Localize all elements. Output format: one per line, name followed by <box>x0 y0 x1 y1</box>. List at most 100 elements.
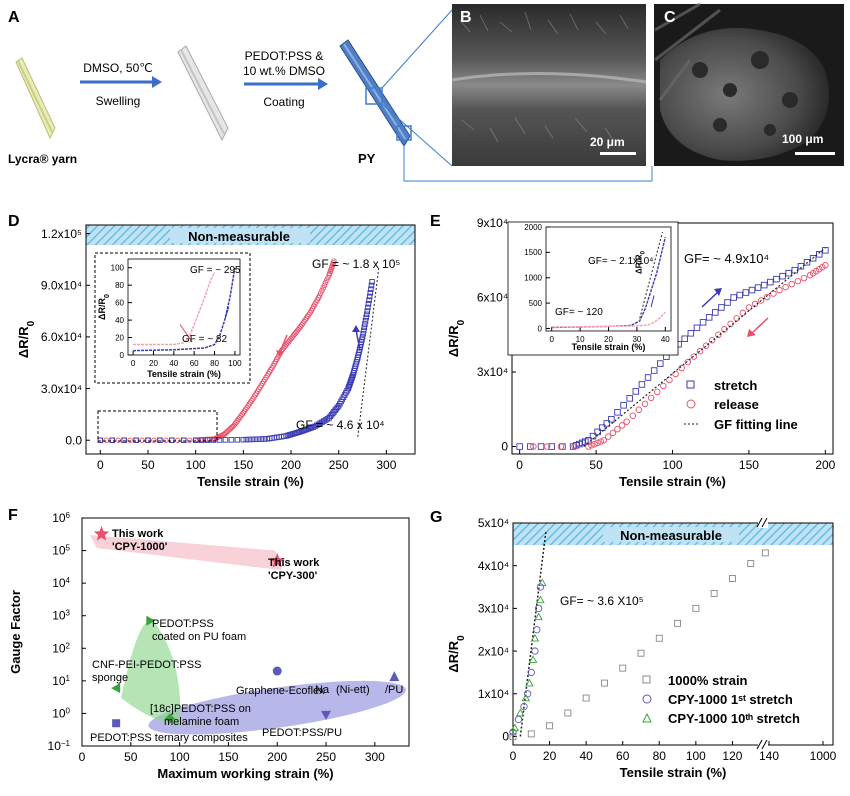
stretch-point <box>240 436 247 443</box>
release-point <box>647 394 655 402</box>
x-tick-label: 100 <box>662 458 682 472</box>
release-point <box>770 290 777 297</box>
release-point <box>121 437 127 443</box>
step1-process: Swelling <box>96 94 141 108</box>
strain-1000-point <box>728 575 736 582</box>
stretch-point <box>603 420 611 427</box>
y-axis-title-sub: 0 <box>456 319 467 325</box>
release-point <box>800 274 808 282</box>
tenth-stretch-point <box>537 578 547 587</box>
panel-c-label: C <box>664 9 676 26</box>
release-point <box>321 282 328 289</box>
release-point <box>151 437 157 443</box>
release-point <box>609 429 617 437</box>
x-tick-label: 50 <box>589 458 603 472</box>
x-tick-label: 30 <box>632 335 641 344</box>
panel-d-inset: 0 20 40 60 80 100 0 20 40 60 80 100 Tensile strain (… <box>94 252 251 384</box>
stretch-point <box>292 430 298 436</box>
triangle-marker <box>389 671 400 682</box>
x-tick-label: 100 <box>686 749 706 763</box>
y-tick-label: 1000 <box>524 274 542 283</box>
release-point <box>180 437 187 443</box>
y-tick-exponent: 2 <box>66 641 71 650</box>
legend-first-label: CPY-1000 1ˢᵗ stretch <box>668 692 793 707</box>
label-cpy300-a: This work <box>268 557 320 569</box>
stretch-point <box>360 327 367 334</box>
release-point <box>318 290 324 296</box>
y-tick-label: 100 <box>52 706 70 721</box>
stretch-point <box>620 402 627 409</box>
y-tick-exponent: 4 <box>66 576 71 585</box>
legend-tenth-marker <box>642 712 652 723</box>
zoom-box-b <box>365 87 383 105</box>
release-point <box>115 437 121 443</box>
release-point <box>127 437 133 443</box>
inset-x-axis-title: Tensile strain (%) <box>147 369 221 379</box>
stretch-point <box>809 255 817 262</box>
x-tick-label: 200 <box>281 458 301 472</box>
stretch-point <box>364 308 371 314</box>
stretch-point <box>614 409 621 416</box>
legend-fit-label: GF fitting line <box>714 417 798 432</box>
first-stretch-point <box>514 715 523 724</box>
strain-1000-point <box>637 649 645 657</box>
cpy-region <box>89 535 283 571</box>
panel-g-banner-label-bg <box>603 527 739 542</box>
release-point <box>605 433 612 440</box>
release-point <box>186 437 193 443</box>
lycra-yarn-label: Lycra® yarn <box>8 152 77 166</box>
y-tick-label: 2000 <box>524 223 542 232</box>
legend-tenth-label: CPY-1000 10ᵗʰ stretch <box>668 711 800 726</box>
stretch-point <box>109 437 115 443</box>
label-graphene: Graphene-Ecoflex <box>236 685 325 697</box>
release-point <box>660 382 667 390</box>
y-tick-label: 5x10⁴ <box>478 516 509 530</box>
release-point <box>618 422 626 429</box>
stretch-inset-curve <box>133 267 236 352</box>
y-tick-label: 9x10⁴ <box>477 216 508 230</box>
x-tick-label: 40 <box>169 359 178 368</box>
legend-1000-label: 1000% strain <box>668 673 748 688</box>
stretch-point <box>363 314 369 321</box>
stretch-point <box>608 415 615 423</box>
y-tick-label: 0.0 <box>65 433 82 447</box>
stretch-point <box>297 428 304 435</box>
y-tick-exponent: −1 <box>61 739 71 748</box>
release-point <box>635 406 643 414</box>
stretch-point <box>760 281 768 289</box>
step1-condition: DMSO, 50℃ <box>83 61 153 75</box>
tenth-stretch-point <box>530 633 540 642</box>
release-point <box>157 437 163 443</box>
y-tick-label: 0 <box>502 730 509 744</box>
first-stretch-point <box>531 647 539 655</box>
stretch-point <box>626 395 633 402</box>
inset-fit-line <box>639 231 663 319</box>
x-tick-label: 50 <box>141 458 155 472</box>
y-tick-exponent: 1 <box>66 673 71 682</box>
step2-material: PEDOT:PSS & <box>245 49 324 63</box>
x-tick-label: 80 <box>210 359 219 368</box>
stretch-point <box>306 425 313 432</box>
inset-release-arrow <box>179 324 193 343</box>
tenth-stretch-point <box>510 723 520 732</box>
release-point <box>175 437 181 443</box>
label-pedot-pu: PEDOT:PSS/PU <box>262 727 342 739</box>
x-tick-label: 10 <box>576 335 585 344</box>
step2-process: Coating <box>263 95 304 109</box>
stretch-point <box>249 436 256 443</box>
legend-release-marker <box>686 399 696 409</box>
label-cpy300-b: 'CPY-300' <box>268 570 318 582</box>
tenth-stretch-point <box>516 708 525 717</box>
release-point <box>133 437 139 443</box>
y-tick-label: 3x10⁴ <box>477 365 508 379</box>
stretch-point <box>687 330 695 337</box>
stretch-point <box>594 428 601 436</box>
x-tick-label: 150 <box>233 458 253 472</box>
panel-d-banner-label-bg <box>170 228 310 243</box>
release-point <box>163 437 169 443</box>
panel-a: A Lycra® yarn DMSO, 50℃ Swelling PEDOT:P… <box>8 9 653 182</box>
inset-stretch-arrow <box>224 306 230 321</box>
y-tick-exponent: 3 <box>66 608 71 617</box>
y-tick-label: 2x10⁴ <box>478 644 509 658</box>
x-tick-label: 150 <box>218 750 238 764</box>
